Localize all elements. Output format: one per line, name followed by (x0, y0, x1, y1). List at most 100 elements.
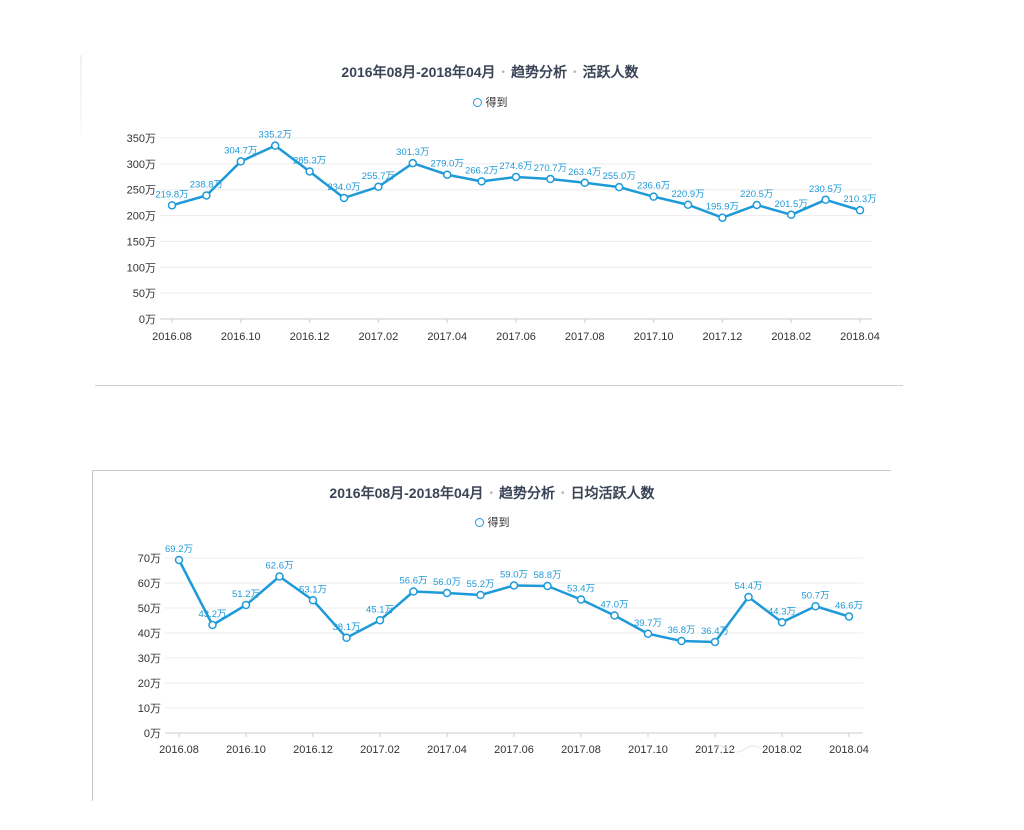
data-label: 44.3万 (768, 606, 796, 617)
data-point (236, 157, 246, 166)
data-point (546, 174, 555, 184)
x-tick-label: 2018.04 (840, 331, 880, 343)
data-point (167, 201, 177, 210)
data-point (442, 588, 452, 598)
active-users-chart-panel: 2016年08月-2018年04月 • 趋势分析 • 活跃人数 得到 0万 50万 100万… (80, 40, 900, 360)
data-label: 39.7万 (634, 618, 662, 629)
data-point (777, 618, 787, 627)
data-label: 266.2万 (465, 165, 498, 176)
data-label: 238.8万 (190, 180, 223, 191)
x-tick-label: 2018.02 (762, 744, 802, 756)
y-tick-label: 250万 (127, 185, 156, 197)
title-date-range: 2016年08月-2018年04月 (329, 485, 484, 501)
data-point (305, 167, 314, 176)
data-label: 43.2万 (199, 609, 227, 620)
data-point (374, 182, 383, 192)
data-label: 230.5万 (809, 184, 842, 195)
y-tick-label: 350万 (127, 133, 156, 145)
data-point (241, 600, 251, 610)
data-label: 38.1万 (333, 622, 361, 633)
y-tick-label: 300万 (127, 159, 156, 171)
data-label: 255.7万 (362, 171, 395, 182)
data-label: 55.2万 (467, 579, 495, 590)
y-tick-label: 0万 (139, 314, 156, 326)
data-label: 47.0万 (601, 600, 629, 611)
data-label: 234.0万 (327, 182, 360, 193)
y-tick-label: 200万 (127, 211, 156, 223)
y-tick-label: 50万 (133, 288, 156, 300)
data-point (477, 177, 486, 186)
data-point (610, 611, 619, 620)
title-analysis: 趋势分析 (511, 64, 568, 80)
chart-legend[interactable]: 得到 (93, 514, 891, 530)
y-tick-label: 150万 (127, 236, 156, 248)
x-tick-label: 2017.12 (703, 331, 743, 343)
x-tick-label: 2016.10 (221, 331, 261, 343)
legend-label: 得到 (487, 517, 510, 529)
data-label: 270.7万 (534, 163, 567, 174)
y-tick-label: 0万 (144, 728, 161, 740)
x-tick-label: 2016.08 (152, 331, 192, 343)
x-tick-label: 2017.04 (427, 744, 467, 756)
data-label: 36.8万 (668, 625, 696, 636)
data-point (202, 191, 211, 200)
data-label: 58.8万 (534, 570, 562, 581)
x-tick-label: 2016.12 (293, 744, 333, 756)
data-point (752, 200, 762, 210)
data-label: 59.0万 (500, 570, 528, 581)
data-label: 53.1万 (299, 584, 327, 595)
chart-title: 2016年08月-2018年04月 • 趋势分析 • 活跃人数 (80, 62, 900, 82)
chart-legend[interactable]: 得到 (80, 94, 900, 110)
data-point (576, 595, 586, 604)
watermark-icon (712, 745, 762, 753)
data-label: 36.4万 (701, 626, 729, 637)
x-tick-label: 2017.02 (360, 744, 400, 756)
data-label: 56.0万 (433, 577, 461, 588)
data-point (844, 612, 854, 621)
data-label: 54.4万 (735, 581, 763, 592)
data-label: 255.0万 (603, 171, 636, 182)
data-label: 195.9万 (706, 202, 739, 213)
x-tick-label: 2017.08 (561, 744, 601, 756)
data-point (208, 620, 217, 630)
legend-label: 得到 (485, 97, 508, 109)
title-separator: • (561, 488, 565, 499)
data-label: 301.3万 (396, 147, 429, 158)
data-point (342, 633, 351, 642)
data-label: 201.5万 (775, 199, 808, 210)
data-point (476, 590, 485, 600)
data-point (408, 158, 418, 168)
title-date-range: 2016年08月-2018年04月 (341, 64, 496, 80)
data-point (649, 192, 658, 201)
data-point (614, 182, 624, 192)
x-tick-label: 2018.02 (771, 331, 811, 343)
y-tick-label: 50万 (138, 603, 161, 615)
legend-marker-icon (474, 518, 484, 527)
data-label: 51.2万 (232, 589, 260, 600)
data-point (509, 581, 519, 590)
data-label: 45.1万 (366, 604, 394, 615)
daily-active-users-chart-panel: 2016年08月-2018年04月 • 趋势分析 • 日均活跃人数 得到 0万 10万 20… (92, 470, 891, 801)
data-label: 236.6万 (637, 181, 670, 192)
legend-marker-icon (472, 98, 482, 107)
data-point (339, 193, 349, 203)
x-tick-label: 2017.06 (496, 331, 536, 343)
title-separator: • (573, 67, 577, 78)
y-tick-label: 10万 (138, 703, 161, 715)
title-metric: 活跃人数 (582, 64, 639, 80)
data-label: 274.6万 (499, 161, 532, 172)
title-metric: 日均活跃人数 (570, 485, 655, 501)
data-label: 53.4万 (567, 584, 595, 595)
data-point (409, 587, 418, 596)
section-divider (95, 385, 903, 386)
data-label: 279.0万 (431, 159, 464, 170)
data-point (174, 555, 184, 565)
x-tick-label: 2016.10 (226, 744, 266, 756)
x-tick-label: 2017.10 (628, 744, 668, 756)
y-tick-label: 60万 (138, 578, 161, 590)
data-point (580, 178, 590, 188)
data-label: 304.7万 (224, 145, 257, 156)
x-tick-label: 2016.12 (290, 331, 330, 343)
